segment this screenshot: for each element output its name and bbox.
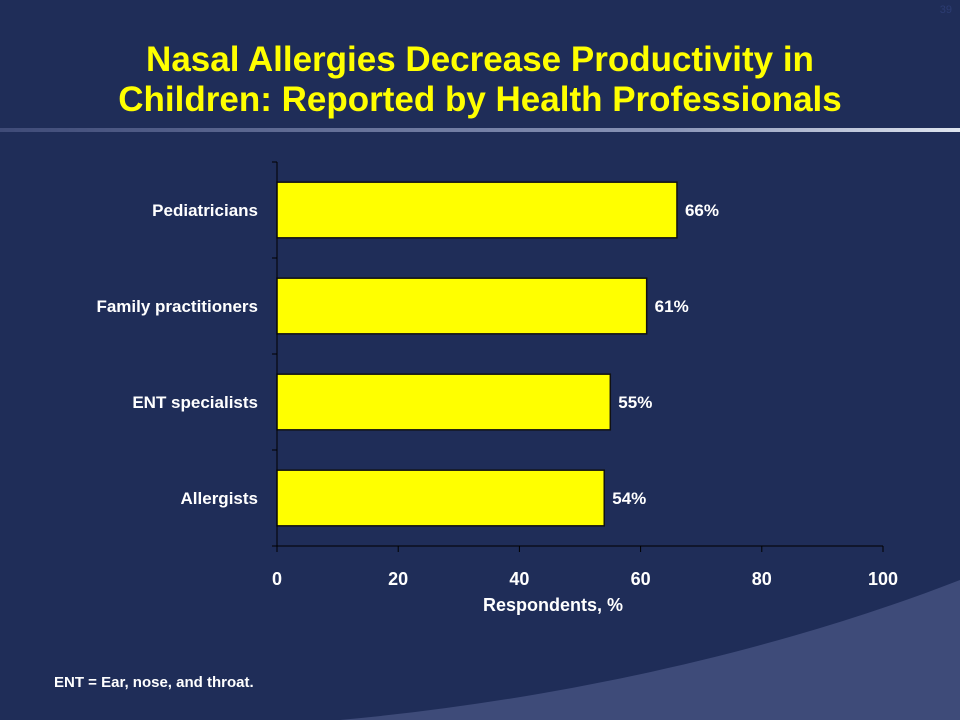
x-tick-label: 100 — [868, 569, 898, 589]
category-label: Family practitioners — [96, 297, 258, 316]
decorative-swoosh — [340, 580, 960, 720]
category-label: Pediatricians — [152, 201, 258, 220]
category-label: Allergists — [181, 489, 258, 508]
slide-title-line-1: Nasal Allergies Decrease Productivity in — [146, 40, 814, 79]
x-tick-label: 40 — [509, 569, 529, 589]
x-axis-title: Respondents, % — [483, 595, 623, 615]
footnote: ENT = Ear, nose, and throat. — [54, 674, 254, 691]
x-tick-label: 0 — [272, 569, 282, 589]
x-tick-label: 60 — [631, 569, 651, 589]
bar — [276, 181, 678, 239]
data-label: 66% — [685, 201, 719, 220]
x-tick-label: 80 — [752, 569, 772, 589]
x-tick-label: 20 — [388, 569, 408, 589]
labels-layer: Pediatricians 66% Family practitioners 61% E… — [96, 201, 898, 615]
bar — [276, 277, 648, 335]
category-label: ENT specialists — [132, 393, 258, 412]
slide-number: 39 — [939, 4, 952, 16]
bars-layer — [276, 181, 678, 527]
slide-title: Nasal Allergies Decrease Productivity in… — [20, 40, 940, 120]
data-label: 54% — [612, 489, 646, 508]
data-label: 61% — [655, 297, 689, 316]
title-underline-rule — [0, 128, 960, 132]
axes-layer — [272, 161, 884, 552]
data-label: 55% — [618, 393, 652, 412]
slide-title-line-2: Children: Reported by Health Professiona… — [118, 80, 842, 119]
bar — [276, 469, 605, 527]
bar — [276, 373, 612, 431]
